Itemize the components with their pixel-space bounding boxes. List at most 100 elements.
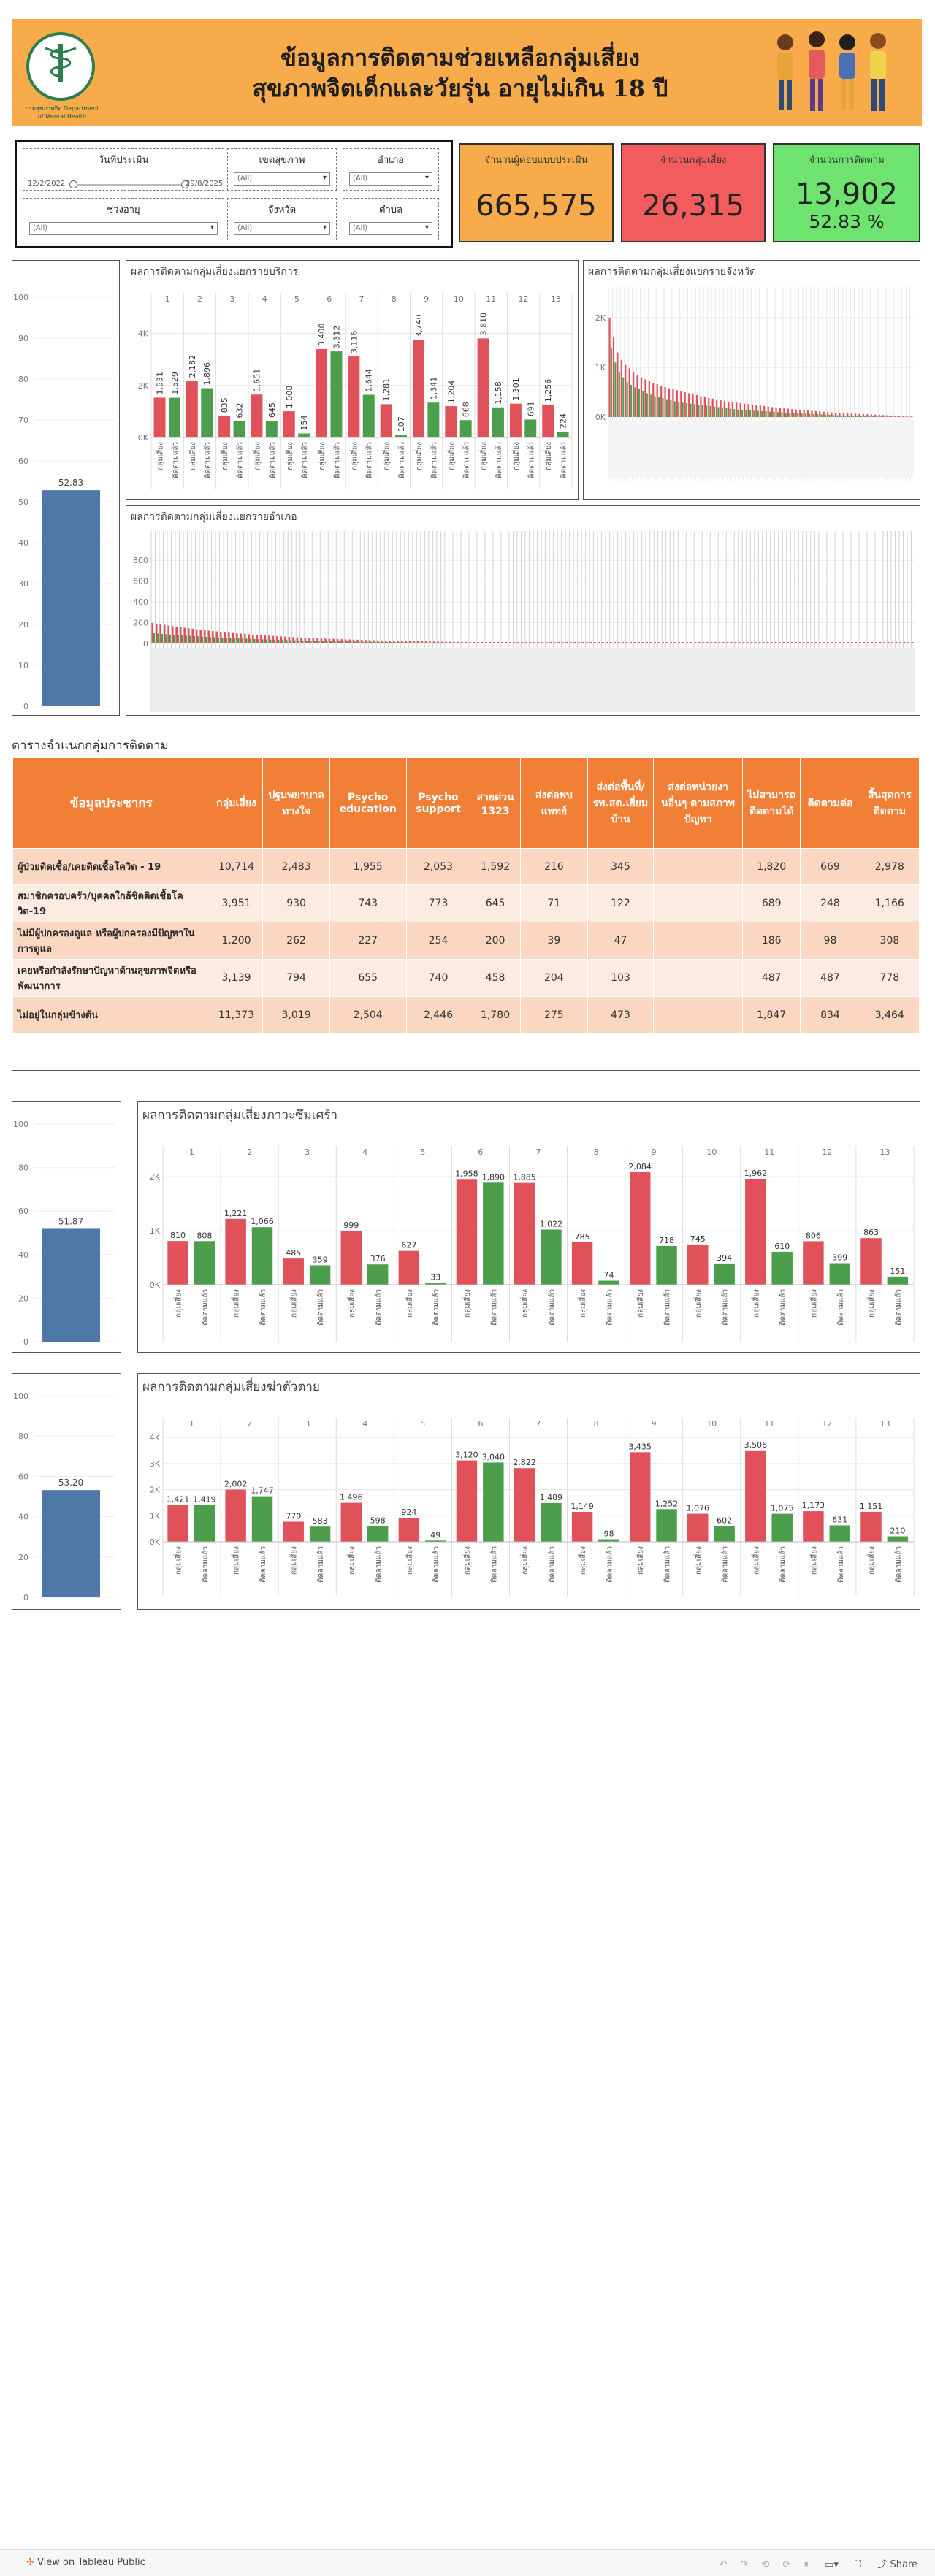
followed-bar: [297, 640, 300, 643]
service-chart: 0K2K4K11,531กลุ่มเสี่ยง1,529ติดตามแล้ว22…: [138, 293, 573, 489]
followed-bar: [197, 636, 199, 643]
x-tick-label: ติดตามแล้ว: [527, 442, 535, 478]
date-end-handle[interactable]: [181, 180, 189, 188]
bar-value-label: 33: [430, 1273, 440, 1283]
revert-icon[interactable]: ⟲: [761, 2559, 770, 2570]
risk-bar: [300, 637, 302, 643]
date-range-filter[interactable]: วันที่ประเมิน 12/2/2022 29/8/2025: [23, 148, 224, 191]
x-tick-label: กลุ่มเสี่ยง: [519, 1546, 530, 1575]
risk-bar: [858, 413, 860, 417]
province-select[interactable]: (All): [234, 222, 330, 235]
followed-bar: [829, 1525, 851, 1542]
risk-bar: [477, 338, 489, 437]
category-header: 11: [764, 1419, 774, 1429]
followed-bar: [789, 413, 791, 417]
followup-table: ข้อมูลประชากร กลุ่มเสี่ยง ปฐมพยาบาลทางใจ Ps…: [12, 757, 920, 1033]
followed-bar: [737, 409, 739, 417]
followed-bar: [201, 636, 204, 643]
district-select[interactable]: (All): [349, 172, 432, 186]
risk-bar: [413, 340, 424, 437]
followed-bar: [185, 635, 187, 643]
followed-bar: [394, 642, 397, 643]
age-group-select[interactable]: (All): [29, 222, 218, 235]
share-icon[interactable]: ⤴: [877, 2559, 890, 2570]
fullscreen-icon[interactable]: ⛶: [855, 2559, 862, 2570]
x-tick-label: กลุ่มเสี่ยง: [511, 442, 521, 470]
health-region-filter[interactable]: เขตสุขภาพ (All): [227, 148, 337, 191]
x-tick-label: ติดตามแล้ว: [201, 1289, 210, 1326]
refresh-icon[interactable]: ⟳: [782, 2559, 791, 2570]
risk-bar: [268, 635, 270, 643]
gauge-value-label: 53.20: [58, 1478, 83, 1488]
y-tick-label: 1K: [150, 1226, 161, 1236]
risk-bar: [324, 638, 327, 643]
risk-bar: [445, 406, 457, 437]
risk-bar: [771, 642, 773, 643]
followed-bar: [390, 642, 392, 643]
pause-icon[interactable]: ⏸: [804, 2559, 809, 2570]
subdistrict-select[interactable]: (All): [349, 222, 432, 235]
table-cell: 2,446: [405, 996, 471, 1033]
risk-bar: [542, 405, 554, 437]
risk-bar: [453, 641, 455, 643]
risk-bar: [745, 1178, 766, 1285]
district-panel-title: ผลการติดตามกลุ่มเสี่ยงแยกรายอำเภอ: [131, 511, 297, 523]
y-tick-label: 2K: [595, 313, 606, 323]
health-region-select[interactable]: (All): [234, 172, 330, 186]
risk-bar: [827, 412, 829, 417]
category-header: 4: [362, 1419, 367, 1429]
y-tick-label: 3K: [150, 1459, 161, 1469]
risk-bar: [549, 642, 552, 643]
age-group-filter[interactable]: ช่วงอายุ (All): [23, 198, 224, 240]
district-filter[interactable]: อำเภอ (All): [343, 148, 439, 191]
risk-bar: [831, 642, 833, 643]
risk-bar: [692, 394, 694, 417]
risk-bar: [562, 642, 564, 643]
followed-bar: [378, 641, 381, 643]
x-tick-label: ติดตามแล้ว: [605, 1289, 614, 1326]
date-range-slider[interactable]: [69, 180, 189, 188]
category-header: 7: [536, 1419, 541, 1429]
risk-bar: [698, 642, 701, 643]
date-start-handle[interactable]: [69, 180, 77, 188]
followed-bar: [884, 416, 886, 417]
comment-icon[interactable]: ▭▾: [825, 2559, 839, 2570]
risk-bar: [711, 398, 714, 417]
category-header: 7: [536, 1147, 541, 1157]
share-button[interactable]: Share: [890, 2559, 917, 2570]
gauge-tick-label: 80: [18, 375, 28, 384]
followed-bar: [350, 641, 352, 643]
followed-bar: [714, 1263, 735, 1285]
bar-value-label: 1,651: [252, 369, 262, 391]
followed-bar: [157, 633, 159, 643]
subdistrict-filter[interactable]: ตำบล (All): [343, 198, 439, 240]
risk-bar: [694, 642, 697, 643]
category-header: 12: [519, 294, 529, 304]
gauge-suicide-chart: 0 20 40 60 80 100 53.20: [13, 1391, 115, 1602]
bar-value-label: 3,810: [479, 313, 489, 336]
view-on-tableau-link[interactable]: ✣ View on Tableau Public: [26, 2557, 145, 2568]
followed-bar: [773, 411, 775, 417]
risk-bar: [674, 642, 676, 643]
risk-bar: [449, 641, 451, 643]
risk-bar: [316, 638, 318, 643]
province-filter[interactable]: จังหวัด (All): [227, 198, 337, 240]
redo-icon[interactable]: ↷: [740, 2559, 749, 2570]
undo-icon[interactable]: ↶: [719, 2559, 728, 2570]
followed-bar: [329, 641, 332, 643]
table-cell: 3,019: [262, 996, 330, 1033]
risk-bar: [602, 642, 604, 643]
depression-panel: ผลการติดตามกลุ่มเสี่ยงภาวะซึมเศร้า 0K 1K 2…: [137, 1101, 920, 1353]
risk-bar: [890, 415, 893, 417]
risk-bar: [787, 642, 789, 643]
risk-bar: [445, 641, 447, 643]
followed-bar: [725, 408, 728, 417]
table-cell: 10,714: [209, 848, 264, 885]
risk-bar: [842, 413, 844, 417]
followed-bar: [856, 416, 858, 417]
x-tick-label: กลุ่มเสี่ยง: [413, 442, 424, 470]
risk-bar: [860, 1238, 882, 1285]
followed-bar: [358, 641, 360, 643]
risk-bar: [799, 410, 801, 417]
risk-bar: [847, 642, 850, 643]
